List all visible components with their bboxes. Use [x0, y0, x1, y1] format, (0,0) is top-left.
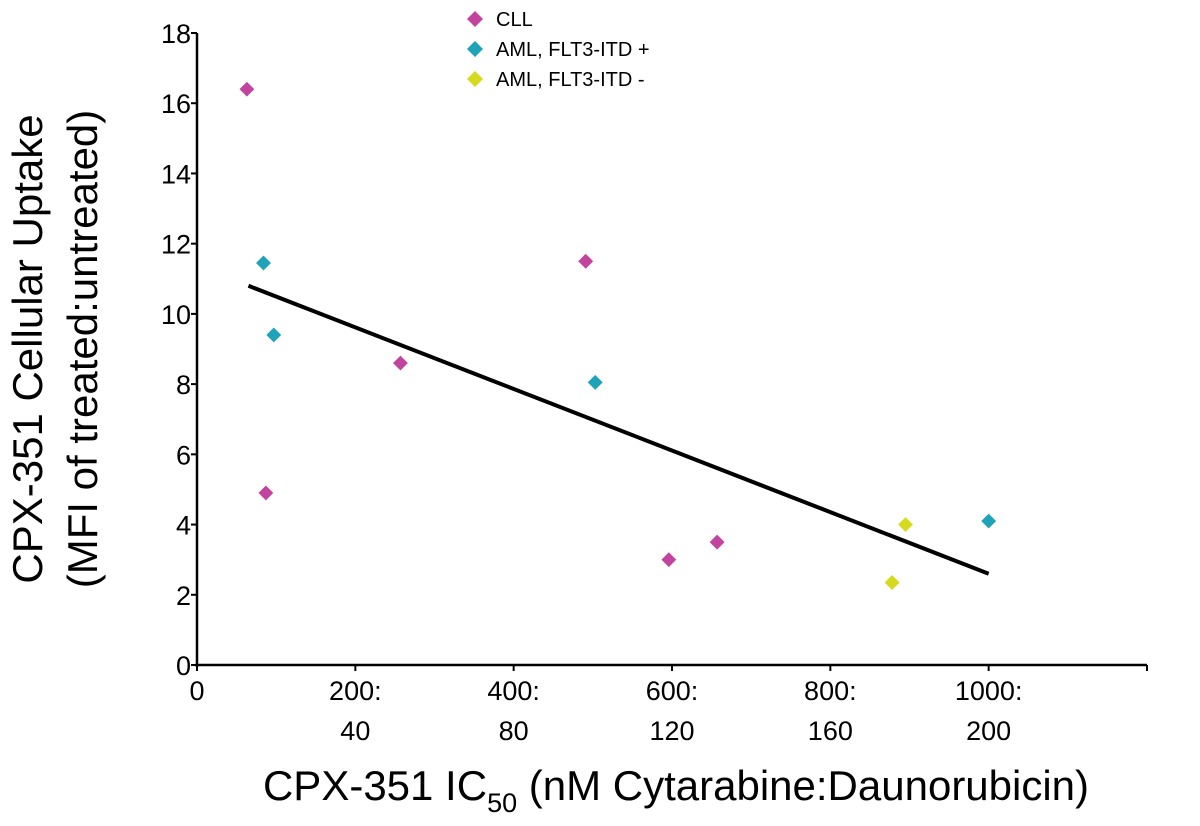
- data-point-cll: [577, 252, 595, 270]
- x-tick-label-line1: 600:: [646, 676, 699, 706]
- x-tick-label-line2: 80: [499, 716, 529, 746]
- x-tick-label-line2: 160: [808, 716, 853, 746]
- y-tick-label: 18: [161, 19, 191, 49]
- x-tick-label-line1: 0: [189, 676, 204, 706]
- data-point-aml-flt3-itd-: [896, 515, 915, 534]
- legend: CLL AML, FLT3-ITD + AML, FLT3-ITD -: [467, 9, 650, 91]
- y-tick-label: 6: [176, 440, 191, 470]
- data-point-aml-flt3-itd-: [265, 326, 283, 344]
- x-axis-title-rest: (nM Cytarabine:Daunorubicin): [517, 762, 1089, 809]
- legend-marker: [467, 11, 483, 27]
- x-tick-labels: 0 200: 40 400: 80 600: 120 800: 160 1000: 200: [189, 676, 1022, 746]
- legend-label: CLL: [496, 9, 533, 31]
- y-axis-title-line2: (MFI of treated:untreated): [59, 110, 106, 589]
- x-axis-title-main: CPX-351 IC: [263, 762, 487, 809]
- x-tick-label-line1: 1000:: [955, 676, 1023, 706]
- data-points: [238, 80, 998, 592]
- y-tick-label: 14: [161, 159, 191, 189]
- legend-marker: [467, 41, 483, 57]
- data-point-aml-flt3-itd-: [980, 512, 998, 530]
- legend-label: AML, FLT3-ITD +: [496, 39, 650, 61]
- y-tick-label: 10: [161, 300, 191, 330]
- data-point-cll: [708, 533, 726, 551]
- data-point-cll: [238, 80, 256, 98]
- x-axis-title-subscript: 50: [487, 788, 517, 818]
- x-axis-title: CPX-351 IC50 (nM Cytarabine:Daunorubicin…: [263, 762, 1089, 818]
- y-axis-title-line1: CPX-351 Cellular Uptake: [4, 114, 51, 583]
- data-point-cll: [391, 354, 410, 372]
- y-tick-label: 8: [176, 370, 191, 400]
- x-tick-label-line2: 120: [649, 716, 694, 746]
- trendline-group: [247, 283, 990, 576]
- data-point-cll: [660, 551, 678, 569]
- x-tick-label-line2: 40: [340, 716, 370, 746]
- legend-marker: [467, 71, 483, 87]
- data-point-aml-flt3-itd-: [883, 573, 901, 592]
- axes: [191, 32, 1148, 671]
- x-tick-label-line1: 200:: [329, 676, 382, 706]
- x-tick-label-line2: 200: [966, 716, 1011, 746]
- y-tick-label: 2: [176, 581, 191, 611]
- y-tick-label: 4: [176, 511, 191, 541]
- legend-label: AML, FLT3-ITD -: [496, 69, 645, 91]
- y-tick-label: 0: [176, 651, 191, 681]
- y-tick-label: 12: [161, 230, 191, 260]
- y-tick-labels: 0 2 4 6 8 10 12 14 16 18: [161, 19, 191, 681]
- x-tick-label-line1: 800:: [804, 676, 857, 706]
- x-tick-label-line1: 400:: [487, 676, 540, 706]
- trendline: [247, 283, 990, 576]
- data-point-cll: [257, 484, 275, 502]
- data-point-aml-flt3-itd-: [586, 373, 604, 391]
- data-point-aml-flt3-itd-: [254, 254, 273, 272]
- y-tick-label: 16: [161, 89, 191, 119]
